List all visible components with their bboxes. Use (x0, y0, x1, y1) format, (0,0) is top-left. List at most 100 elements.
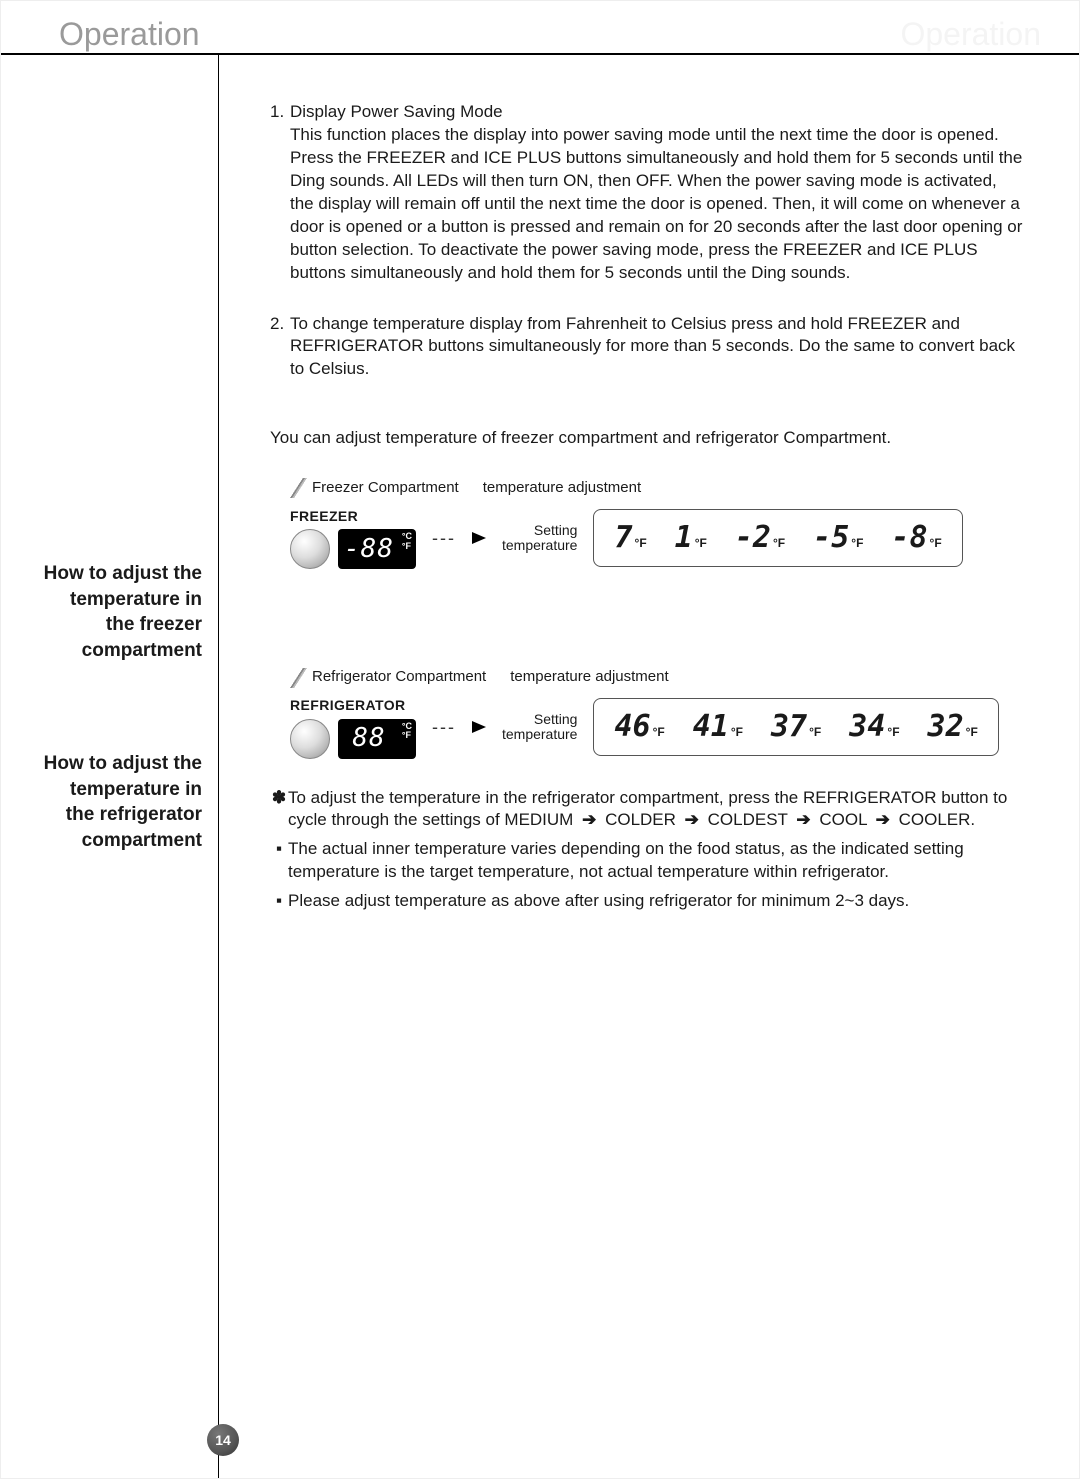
side-heading-freezer: How to adjust the temperature in the fre… (2, 561, 202, 664)
temp-value: 37 (771, 707, 807, 748)
item-text: This function places the display into po… (290, 124, 1023, 285)
temp-value: -2 (735, 518, 771, 559)
arrow-icon: ➔ (796, 810, 810, 829)
lcd-display: -88 °C °F (338, 529, 416, 569)
unit-f: °F (402, 542, 412, 552)
note-text: Please adjust temperature as above after… (288, 890, 1023, 913)
control-row: FREEZER -88 °C °F --- (290, 507, 1023, 570)
text-line: How to adjust the (2, 751, 202, 777)
item-number: 1. (270, 101, 290, 285)
temp-value: 46 (614, 707, 650, 748)
page-title: Operation (59, 13, 200, 56)
slash-icon (288, 478, 308, 498)
dashes-icon: --- (432, 526, 456, 550)
temp-value: 32 (928, 707, 964, 748)
item-number: 2. (270, 313, 290, 382)
list-item: 1. Display Power Saving Mode This functi… (270, 101, 1023, 285)
lcd-units: °C °F (402, 532, 412, 552)
caption-b: temperature adjustment (483, 478, 641, 498)
lcd-digits: -88 (344, 532, 394, 567)
freezer-figure: Freezer Compartment temperature adjustme… (290, 478, 1023, 569)
page-title-ghost: Operation (900, 13, 1041, 56)
temp-item: 7°F (614, 518, 646, 559)
text-line: compartment (2, 828, 202, 854)
text-line: the freezer (2, 612, 202, 638)
temp-value: 1 (675, 518, 693, 559)
numbered-list: 1. Display Power Saving Mode This functi… (270, 101, 1023, 381)
item-title: Display Power Saving Mode (290, 101, 1023, 124)
freezer-temp-sequence: 7°F1°F-2°F-5°F-8°F (593, 509, 962, 568)
temp-value: -8 (891, 518, 927, 559)
setting-label: Setting temperature (502, 523, 577, 554)
page-number-badge: 14 (207, 1424, 239, 1456)
temp-item: 37°F (771, 707, 821, 748)
knob-icon (290, 719, 330, 759)
lcd-display: 88 °C °F (338, 719, 416, 759)
item-text: To change temperature display from Fahre… (290, 313, 1023, 382)
knob-icon (290, 529, 330, 569)
temp-unit: °F (930, 535, 942, 551)
setting-l1: Setting (502, 712, 577, 727)
temp-unit: °F (653, 724, 665, 740)
control-unit: 88 °C °F (290, 719, 416, 759)
right-column: 1. Display Power Saving Mode This functi… (218, 61, 1023, 919)
n1-w2: COLDEST (708, 810, 788, 829)
setting-label: Setting temperature (502, 712, 577, 743)
setting-l1: Setting (502, 523, 577, 538)
temp-unit: °F (773, 535, 785, 551)
n1-w4: COOLER. (899, 810, 976, 829)
setting-l2: temperature (502, 538, 577, 553)
control-stack: REFRIGERATOR 88 °C °F (290, 696, 416, 759)
notes-block: ✽ To adjust the temperature in the refri… (270, 787, 1023, 914)
n1-w3: COOL (819, 810, 867, 829)
lcd-units: °C °F (402, 722, 412, 742)
note-line: ▪ Please adjust temperature as above aft… (270, 890, 1023, 913)
control-title: REFRIGERATOR (290, 696, 406, 715)
caption-a: Freezer Compartment (312, 478, 459, 498)
temp-item: 34°F (849, 707, 899, 748)
temp-value: 41 (693, 707, 729, 748)
unit-f: °F (402, 731, 412, 741)
control-title: FREEZER (290, 507, 358, 526)
note-line: ▪ The actual inner temperature varies de… (270, 838, 1023, 884)
arrow-icon (472, 532, 486, 544)
arrow-icon (472, 721, 486, 733)
item-body: Display Power Saving Mode This function … (290, 101, 1023, 285)
caption-b: temperature adjustment (510, 667, 668, 687)
fridge-temp-sequence: 46°F41°F37°F34°F32°F (593, 698, 998, 757)
text-line: How to adjust the (2, 561, 202, 587)
note-line: ✽ To adjust the temperature in the refri… (270, 787, 1023, 833)
temp-unit: °F (887, 724, 899, 740)
temp-unit: °F (851, 535, 863, 551)
temp-value: -5 (813, 518, 849, 559)
control-unit: -88 °C °F (290, 529, 416, 569)
control-row: REFRIGERATOR 88 °C °F --- (290, 696, 1023, 759)
temp-value: 7 (614, 518, 632, 559)
text-line: temperature in (2, 587, 202, 613)
figure-caption: Refrigerator Compartment temperature adj… (290, 667, 1023, 687)
temp-value: 34 (849, 707, 885, 748)
n1-w1: COLDER (605, 810, 676, 829)
dashes-icon: --- (432, 715, 456, 739)
note-text: To adjust the temperature in the refrige… (288, 787, 1023, 833)
temp-unit: °F (809, 724, 821, 740)
setting-l2: temperature (502, 727, 577, 742)
control-stack: FREEZER -88 °C °F (290, 507, 416, 570)
refrigerator-figure: Refrigerator Compartment temperature adj… (290, 667, 1023, 758)
horizontal-rule (1, 53, 1079, 55)
temp-item: -8°F (891, 518, 941, 559)
side-heading-refrigerator: How to adjust the temperature in the ref… (2, 751, 202, 854)
slash-icon (288, 668, 308, 688)
intro-text: You can adjust temperature of freezer co… (270, 427, 1023, 450)
text-line: compartment (2, 638, 202, 664)
text-line: temperature in (2, 777, 202, 803)
manual-page: Operation Operation How to adjust the te… (0, 0, 1080, 1479)
temp-item: -2°F (735, 518, 785, 559)
asterisk-mark: ✽ (270, 787, 288, 833)
arrow-icon: ➔ (876, 810, 890, 829)
temp-item: 46°F (614, 707, 664, 748)
list-item: 2. To change temperature display from Fa… (270, 313, 1023, 382)
square-mark: ▪ (270, 838, 288, 884)
caption-a: Refrigerator Compartment (312, 667, 486, 687)
arrow-icon: ➔ (582, 810, 596, 829)
